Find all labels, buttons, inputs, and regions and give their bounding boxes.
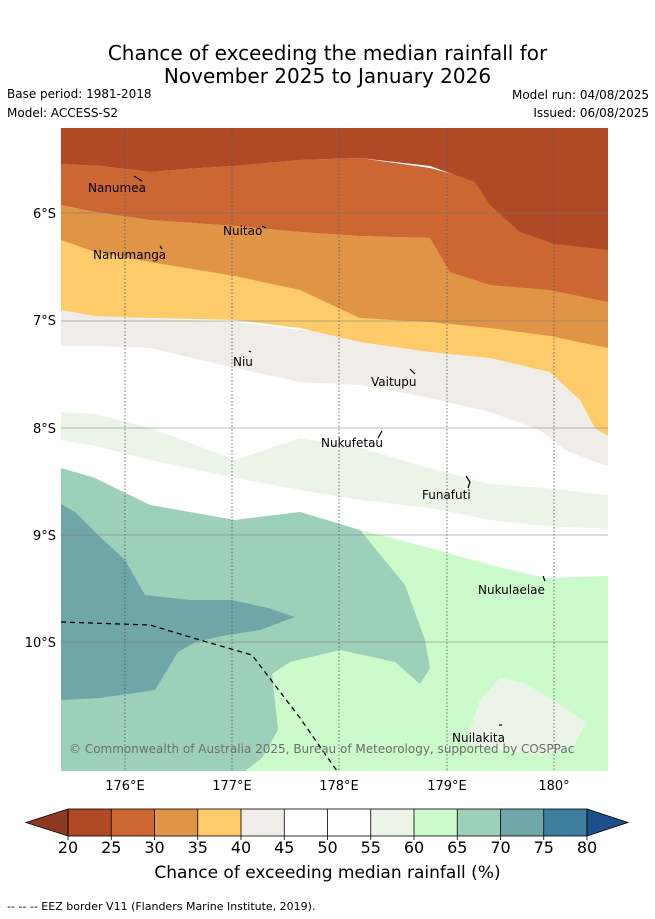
lon-label-178e: 178°E bbox=[319, 779, 359, 794]
colorbar-tick-label: 55 bbox=[361, 838, 381, 857]
colorbar-tick-label: 60 bbox=[404, 838, 424, 857]
islands bbox=[133, 175, 546, 726]
colorbar-tick-label: 70 bbox=[490, 838, 510, 857]
lon-label-179e: 179°E bbox=[427, 779, 467, 794]
colorbar-label: Chance of exceeding median rainfall (%) bbox=[154, 863, 501, 883]
place-label-nanumanga: Nanumanga bbox=[93, 248, 166, 262]
colorbar-swatch bbox=[284, 809, 328, 836]
colorbar-tick-label: 20 bbox=[58, 838, 78, 857]
band-55-60 bbox=[61, 412, 608, 529]
colorbar-swatch bbox=[241, 809, 285, 836]
model-run-date: Model run: 04/08/2025 bbox=[511, 88, 649, 102]
place-label-vaitupu: Vaitupu bbox=[371, 375, 417, 389]
colorbar-swatch bbox=[111, 809, 155, 836]
place-label-nuitao: Nuitao bbox=[223, 224, 262, 238]
colorbar-tick-label: 50 bbox=[317, 838, 337, 857]
chart-title-line1: Chance of exceeding the median rainfall … bbox=[107, 41, 548, 65]
nanumea-island-icon bbox=[133, 175, 143, 182]
chart-title-line2: November 2025 to January 2026 bbox=[163, 64, 492, 88]
colorbar-swatch bbox=[370, 809, 415, 836]
nuitao-island-icon bbox=[261, 225, 267, 229]
colorbar-tick-label: 30 bbox=[144, 838, 164, 857]
colorbar-tick-label: 45 bbox=[274, 838, 294, 857]
colorbar-swatch bbox=[543, 809, 588, 836]
lat-label-6s: 6°S bbox=[33, 207, 56, 222]
place-label-nanumea: Nanumea bbox=[88, 181, 146, 195]
niu-island-icon bbox=[248, 350, 252, 353]
place-label-nukufetau: Nukufetau bbox=[321, 436, 383, 450]
colorbar-tick-label: 40 bbox=[231, 838, 251, 857]
base-period: Base period: 1981-2018 bbox=[7, 87, 152, 101]
lon-label-180: 180° bbox=[538, 779, 569, 794]
colorbar-swatch bbox=[68, 809, 112, 836]
colorbar-under-arrow bbox=[24, 808, 69, 837]
band-20-25 bbox=[61, 128, 608, 250]
issued-date: Issued: 06/08/2025 bbox=[533, 106, 649, 120]
vaitupu-island-icon bbox=[409, 368, 416, 375]
colorbar-swatch bbox=[154, 809, 199, 836]
colorbar-swatch bbox=[197, 809, 242, 836]
lat-label-10s: 10°S bbox=[25, 636, 56, 651]
lat-label-7s: 7°S bbox=[33, 314, 56, 329]
band-55-60-south bbox=[466, 678, 586, 755]
lon-label-176e: 176°E bbox=[105, 779, 145, 794]
lat-label-8s: 8°S bbox=[33, 422, 56, 437]
colorbar-over-arrow bbox=[586, 808, 630, 837]
colorbar-swatch bbox=[414, 809, 458, 836]
eez-legend-text: -- -- -- EEZ border V11 (Flanders Marine… bbox=[7, 900, 316, 913]
eez-border-line bbox=[61, 621, 338, 771]
colorbar-tick-label: 35 bbox=[188, 838, 208, 857]
nukulaelae-island-icon bbox=[542, 575, 546, 582]
lon-label-177e: 177°E bbox=[212, 779, 252, 794]
colorbar-swatch bbox=[457, 809, 501, 836]
lat-gridlines bbox=[61, 212, 608, 643]
colorbar-tick-label: 80 bbox=[577, 838, 597, 857]
colorbar-swatch bbox=[327, 809, 372, 836]
nukufetau-island-icon bbox=[377, 430, 383, 439]
colorbar-tick-label: 25 bbox=[101, 838, 121, 857]
copyright-text: © Commonwealth of Australia 2025, Bureau… bbox=[69, 742, 574, 756]
nanumanga-island-icon bbox=[159, 245, 163, 250]
model-name: Model: ACCESS-S2 bbox=[7, 106, 119, 120]
map-plot-area: Nanumea Nuitao Nanumanga Niu Vaitupu Nuk… bbox=[61, 128, 608, 771]
place-label-funafuti: Funafuti bbox=[422, 488, 471, 502]
place-label-nuilakita: Nuilakita bbox=[452, 731, 505, 745]
colorbar-tick-label: 75 bbox=[534, 838, 554, 857]
lat-label-9s: 9°S bbox=[33, 529, 56, 544]
place-label-niu: Niu bbox=[233, 355, 253, 369]
place-label-nukulaelae: Nukulaelae bbox=[478, 583, 545, 597]
lon-gridlines bbox=[124, 128, 555, 771]
colorbar: 20 25 30 35 40 45 50 55 60 65 70 75 80 bbox=[24, 808, 630, 857]
band-25-30 bbox=[61, 158, 608, 302]
band-70-75 bbox=[61, 504, 295, 700]
colorbar-tick-label: 65 bbox=[447, 838, 467, 857]
funafuti-island-icon bbox=[465, 475, 471, 489]
colorbar-swatch bbox=[500, 809, 545, 836]
